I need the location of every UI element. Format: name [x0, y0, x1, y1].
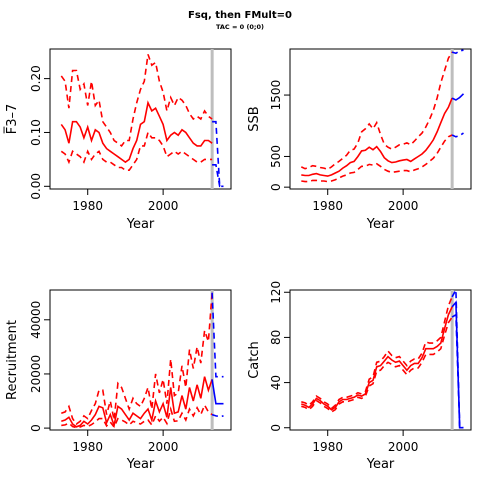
y-tick-label: 0: [29, 424, 43, 432]
series-upper: [60, 54, 213, 148]
x-tick-label: 1980: [72, 199, 103, 213]
series-projection-estimate: [211, 379, 224, 405]
plot-frame: [289, 289, 472, 431]
panel-catch: 1980 2000 0 40 80 120 Year Catch: [247, 281, 472, 472]
x-axis-label: Year: [126, 217, 155, 232]
series-projection: [211, 292, 224, 378]
series-estimate: [60, 100, 213, 164]
series-lower: [301, 316, 453, 413]
figure-title: Fsq, then FMult=0: [188, 10, 292, 21]
series-projection: [451, 287, 464, 429]
series-projection-lower: [451, 313, 464, 429]
y-tick-label: 120: [269, 281, 283, 304]
x-axis-label: Year: [366, 217, 395, 232]
series-projection-lower: [211, 413, 224, 418]
series-estimate: [61, 376, 213, 429]
y-tick-label: 0.20: [29, 65, 43, 92]
y-tick-label: 1500: [269, 80, 283, 111]
series-projection: [212, 120, 224, 188]
y-tick-label: 80: [269, 330, 283, 345]
y-tick-label: 0: [269, 424, 283, 432]
plot-frame: [289, 48, 472, 190]
x-tick-label: 1980: [72, 440, 103, 454]
y-axis-label: SSB: [247, 106, 262, 131]
series-projection-estimate: [451, 93, 465, 101]
x-tick-label: 2000: [388, 199, 419, 213]
series-upper: [301, 296, 453, 410]
y-axis-label: Catch: [247, 341, 262, 379]
y-axis-label: F̅3–7: [4, 104, 20, 135]
series-lower: [60, 130, 213, 171]
x-tick-label: 1980: [312, 199, 343, 213]
x-tick-label: 1980: [312, 440, 343, 454]
series-upper: [300, 51, 453, 171]
y-tick-label: 20000: [29, 355, 43, 393]
x-tick-label: 2000: [148, 199, 179, 213]
series-estimate: [301, 97, 453, 177]
series-lower: [301, 134, 453, 183]
series-projection: [451, 49, 464, 55]
y-tick-label: 40: [269, 375, 283, 390]
y-tick-label: 0: [269, 183, 283, 191]
y-tick-label: 500: [269, 145, 283, 168]
plot-frame: [49, 289, 232, 431]
panel-f: 1980 2000 0.00 0.10 0.20 Year F̅3–7: [4, 48, 232, 232]
x-axis-label: Year: [366, 457, 395, 472]
y-axis-label: Recruitment: [5, 320, 20, 400]
y-tick-label: 0.00: [29, 173, 43, 200]
figure-subtitle: TAC = 0 (0;0): [215, 23, 265, 31]
series-upper: [61, 292, 213, 426]
x-tick-label: 2000: [388, 440, 419, 454]
series-projection-lower: [212, 164, 224, 188]
y-tick-label: 0.10: [29, 119, 43, 146]
plot-frame: [49, 48, 232, 190]
y-tick-label: 40000: [29, 301, 43, 339]
series-projection-lower: [451, 132, 464, 138]
panel-ssb: 1980 2000 0 500 1500 Year SSB: [247, 48, 472, 232]
x-axis-label: Year: [126, 457, 155, 472]
x-tick-label: 2000: [148, 440, 179, 454]
series-estimate: [301, 306, 453, 411]
